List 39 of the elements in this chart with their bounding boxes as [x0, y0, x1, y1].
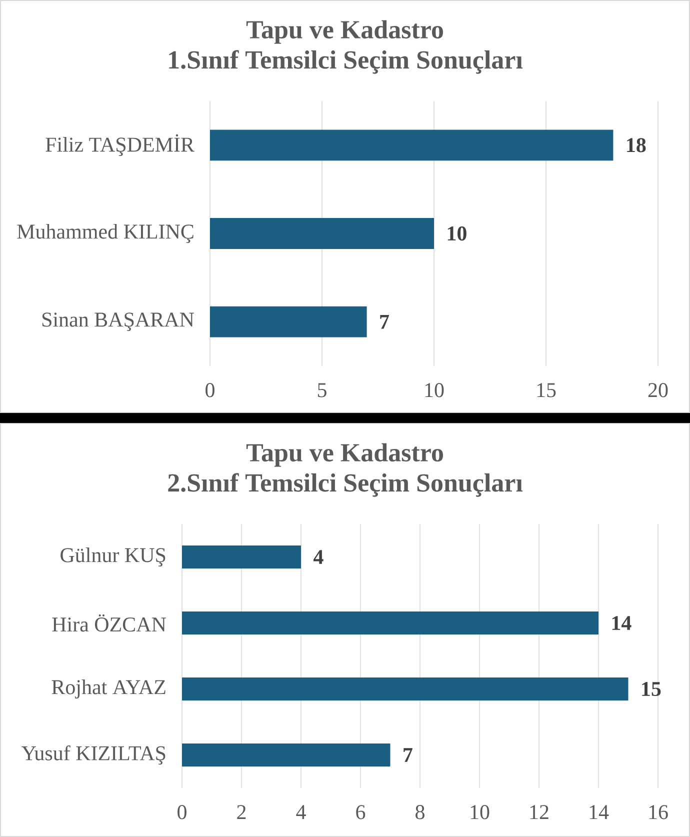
x-tick-label: 12	[530, 805, 548, 820]
chart-subtitle: 2.Sınıf Temsilci Seçim Sonuçları	[168, 473, 523, 497]
x-tick-label: 14	[590, 805, 609, 820]
data-label: 15	[642, 682, 661, 696]
chart-subtitle: 1.Sınıf Temsilci Seçim Sonuçları	[169, 50, 523, 74]
x-tick-label: 10	[470, 805, 490, 820]
chart-title: Tapu ve Kadastro	[246, 20, 444, 44]
data-label: 7	[404, 748, 412, 762]
data-label: 18	[627, 138, 646, 152]
y-tick-label: Filiz TAŞDEMİR	[46, 134, 194, 156]
x-tick-label: 8	[416, 805, 424, 820]
bar	[182, 611, 599, 635]
x-tick-label: 15	[537, 383, 556, 398]
y-tick-label: Gülnur KUŞ	[60, 547, 166, 567]
x-tick-label: 16	[649, 805, 668, 820]
data-label: 7	[380, 314, 389, 329]
x-tick-label: 5	[318, 383, 326, 398]
bar	[182, 743, 390, 767]
bar	[210, 130, 614, 161]
y-tick-label: Muhammed KILINÇ	[17, 224, 194, 244]
bar	[182, 545, 301, 569]
data-label: 10	[448, 226, 466, 241]
data-label: 14	[612, 616, 632, 630]
x-tick-label: 20	[648, 383, 668, 398]
y-tick-label: Hira ÖZCAN	[52, 614, 166, 632]
data-label: 4	[313, 550, 324, 564]
x-tick-label: 4	[296, 805, 306, 820]
y-tick-label: Sinan BAŞARAN	[42, 312, 194, 332]
bar	[182, 677, 628, 701]
x-tick-label: 0	[178, 805, 186, 820]
bar	[210, 306, 367, 338]
x-tick-label: 10	[425, 383, 444, 398]
bar	[210, 218, 434, 249]
chart-title: Tapu ve Kadastro	[246, 443, 444, 467]
y-tick-label: Yusuf KIZILTAŞ	[22, 745, 166, 765]
x-tick-label: 6	[356, 805, 366, 820]
y-tick-label: Rojhat AYAZ	[52, 679, 166, 699]
x-tick-label: 0	[206, 383, 214, 398]
x-tick-label: 2	[237, 805, 246, 820]
